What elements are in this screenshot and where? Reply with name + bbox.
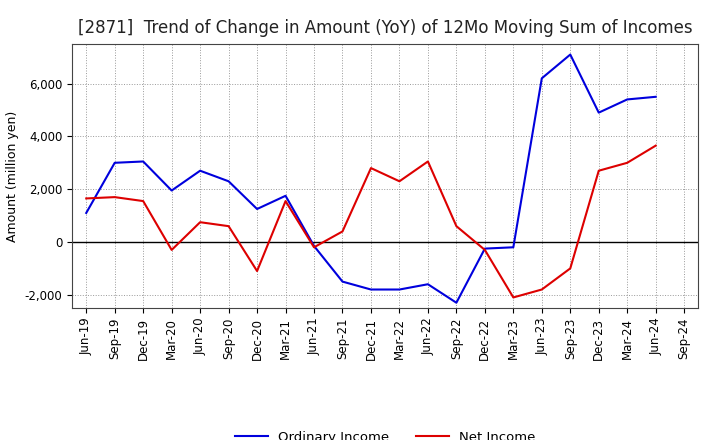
Net Income <box>167 247 176 253</box>
Net Income <box>652 143 660 148</box>
Ordinary Income <box>509 245 518 250</box>
Net Income <box>310 245 318 250</box>
Ordinary Income <box>253 206 261 212</box>
Ordinary Income <box>480 246 489 251</box>
Net Income <box>282 198 290 204</box>
Ordinary Income <box>623 97 631 102</box>
Line: Ordinary Income: Ordinary Income <box>86 55 656 303</box>
Net Income <box>395 179 404 184</box>
Ordinary Income <box>225 179 233 184</box>
Net Income <box>480 247 489 253</box>
Net Income <box>566 266 575 271</box>
Net Income <box>139 198 148 204</box>
Ordinary Income <box>595 110 603 115</box>
Net Income <box>82 196 91 201</box>
Net Income <box>253 268 261 274</box>
Net Income <box>423 159 432 164</box>
Ordinary Income <box>423 282 432 287</box>
Net Income <box>623 160 631 165</box>
Net Income <box>537 287 546 292</box>
Ordinary Income <box>338 279 347 284</box>
Net Income <box>595 168 603 173</box>
Ordinary Income <box>395 287 404 292</box>
Net Income <box>452 224 461 229</box>
Net Income <box>338 229 347 234</box>
Net Income <box>366 165 375 171</box>
Net Income <box>110 194 119 200</box>
Y-axis label: Amount (million yen): Amount (million yen) <box>6 110 19 242</box>
Ordinary Income <box>82 210 91 216</box>
Net Income <box>196 220 204 225</box>
Ordinary Income <box>537 76 546 81</box>
Ordinary Income <box>196 168 204 173</box>
Net Income <box>225 224 233 229</box>
Line: Net Income: Net Income <box>86 146 656 297</box>
Ordinary Income <box>110 160 119 165</box>
Net Income <box>509 295 518 300</box>
Legend: Ordinary Income, Net Income: Ordinary Income, Net Income <box>230 425 541 440</box>
Ordinary Income <box>282 193 290 198</box>
Title: [2871]  Trend of Change in Amount (YoY) of 12Mo Moving Sum of Incomes: [2871] Trend of Change in Amount (YoY) o… <box>78 19 693 37</box>
Ordinary Income <box>167 188 176 193</box>
Ordinary Income <box>310 243 318 249</box>
Ordinary Income <box>566 52 575 57</box>
Ordinary Income <box>652 94 660 99</box>
Ordinary Income <box>452 300 461 305</box>
Ordinary Income <box>366 287 375 292</box>
Ordinary Income <box>139 159 148 164</box>
